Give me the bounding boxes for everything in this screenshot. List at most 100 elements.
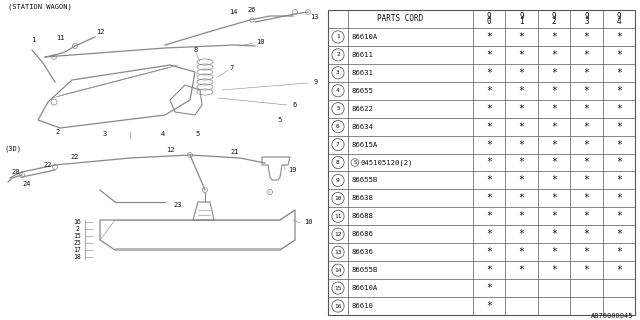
Text: *: * [518,68,525,78]
Circle shape [292,10,298,14]
Text: *: * [486,211,492,221]
Text: *: * [551,140,557,149]
Text: 3: 3 [336,70,340,75]
Text: 15: 15 [73,233,81,239]
Text: *: * [616,211,621,221]
Text: 12: 12 [334,232,342,237]
Text: *: * [584,265,589,275]
Text: *: * [616,265,621,275]
Text: 86610A: 86610A [351,285,377,291]
Circle shape [250,18,254,22]
Text: S: S [353,160,356,165]
Text: *: * [551,247,557,257]
Text: 26: 26 [248,7,256,13]
Text: 5: 5 [336,106,340,111]
Text: 9: 9 [584,12,589,21]
Circle shape [305,10,310,14]
Text: *: * [518,104,525,114]
Text: PARTS CORD: PARTS CORD [378,14,424,23]
Bar [328,10,635,315]
Text: 045105120(2): 045105120(2) [360,159,413,166]
Text: 12: 12 [166,147,174,153]
Text: 86655: 86655 [351,88,373,94]
Text: *: * [486,301,492,311]
Text: 2: 2 [75,226,79,232]
Text: 25: 25 [73,240,81,246]
Text: 86622: 86622 [351,106,373,112]
Text: 86686: 86686 [351,231,373,237]
Text: 0: 0 [487,17,492,26]
Text: *: * [616,104,621,114]
Text: 11: 11 [56,35,64,41]
Text: 9: 9 [487,12,492,21]
Text: 14: 14 [334,268,342,273]
Text: 4: 4 [161,131,165,137]
Text: *: * [584,175,589,186]
Text: 10: 10 [334,196,342,201]
Text: *: * [486,140,492,149]
Text: *: * [518,247,525,257]
Text: *: * [584,157,589,167]
Text: *: * [616,229,621,239]
Text: 17: 17 [73,247,81,253]
Text: *: * [551,211,557,221]
Text: A876000045: A876000045 [591,313,633,319]
Text: *: * [486,86,492,96]
Text: *: * [486,265,492,275]
Text: *: * [486,175,492,186]
Text: *: * [551,157,557,167]
Text: 8: 8 [336,160,340,165]
Text: *: * [616,86,621,96]
Text: *: * [584,104,589,114]
Text: 19: 19 [288,167,296,173]
Text: (3D): (3D) [5,145,22,151]
Circle shape [202,188,207,193]
Circle shape [72,44,77,49]
Text: *: * [584,247,589,257]
Text: *: * [518,175,525,186]
Text: *: * [584,211,589,221]
Text: *: * [584,122,589,132]
Text: *: * [518,122,525,132]
Text: *: * [518,140,525,149]
Text: *: * [486,122,492,132]
Text: 9: 9 [616,12,621,21]
Text: *: * [551,175,557,186]
Text: 10: 10 [256,39,264,45]
Text: *: * [551,122,557,132]
Text: 5: 5 [278,117,282,123]
Text: 7: 7 [336,142,340,147]
Text: 3: 3 [584,17,589,26]
Text: 14: 14 [228,9,237,15]
Text: 23: 23 [173,202,182,208]
Text: *: * [518,265,525,275]
Text: 9: 9 [314,79,318,85]
Text: *: * [551,193,557,204]
Text: 4: 4 [336,88,340,93]
Text: 11: 11 [334,214,342,219]
Text: *: * [486,32,492,42]
Text: *: * [518,86,525,96]
Text: *: * [584,50,589,60]
Text: 86610A: 86610A [351,34,377,40]
Text: *: * [518,50,525,60]
Text: 4: 4 [616,17,621,26]
Circle shape [188,153,193,157]
Text: 86655B: 86655B [351,178,377,183]
Text: *: * [551,32,557,42]
Text: *: * [518,193,525,204]
Text: 9: 9 [552,12,556,21]
Text: 9: 9 [336,178,340,183]
Text: *: * [551,86,557,96]
Text: *: * [486,247,492,257]
Text: 86610: 86610 [351,303,373,309]
Text: 21: 21 [231,149,239,155]
Text: *: * [551,104,557,114]
Text: 6: 6 [293,102,297,108]
Text: 7: 7 [230,65,234,71]
Text: *: * [616,50,621,60]
Text: *: * [551,229,557,239]
Text: 86638: 86638 [351,196,373,201]
Text: 3: 3 [103,131,107,137]
Text: *: * [584,140,589,149]
